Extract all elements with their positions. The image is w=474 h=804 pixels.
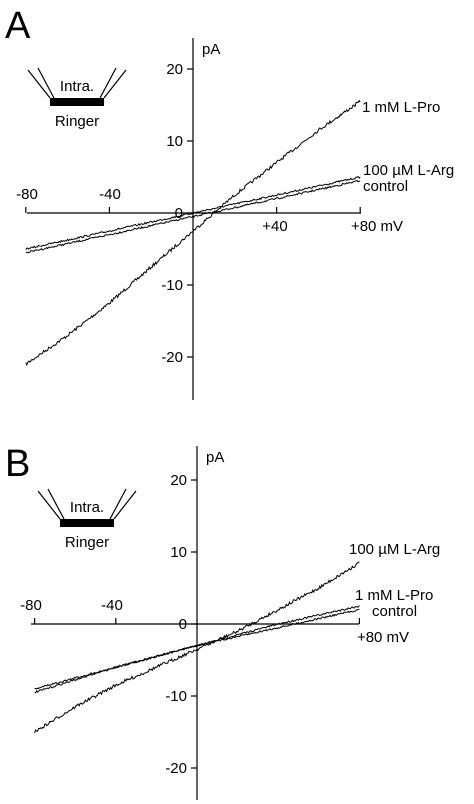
- trace-1-mm-l-pro: [25, 99, 361, 367]
- patch-inset: Intra. Ringer: [37, 488, 137, 551]
- x-tick-label: +80 mV: [357, 629, 409, 646]
- x-tick-label: -80: [20, 597, 42, 614]
- inset-intra-label: Intra.: [70, 499, 104, 516]
- x-tick-label: +40: [262, 218, 287, 235]
- panel-letter: B: [5, 443, 30, 485]
- trace-100-m-l-arg: [34, 561, 360, 734]
- y-tick-label: 0: [179, 616, 187, 633]
- y-tick-label: -20: [165, 760, 187, 777]
- patch-inset: Intra. Ringer: [27, 67, 127, 130]
- y-tick-label: 10: [166, 133, 183, 150]
- series-label: 100 µM L-Arg: [349, 541, 440, 558]
- inset-ringer-label: Ringer: [65, 534, 109, 551]
- y-tick-label: 0: [175, 205, 183, 222]
- y-tick-label: 10: [170, 544, 187, 561]
- series-label: control: [372, 603, 417, 620]
- x-tick-label: -80: [16, 186, 38, 203]
- panel-b: B -80 -40 +80 mV 20 10 0 -10 -20 pA Intra. Ringer 10…: [5, 443, 440, 800]
- trace-100-m-l-arg: [25, 175, 361, 250]
- y-tick-label: -20: [161, 349, 183, 366]
- x-tick-label: -40: [101, 597, 123, 614]
- series-label: 1 mM L-Pro: [362, 99, 440, 116]
- panel-a: A -80 -40 +40 +80 mV 20 10 0 -10 -20 pA Intra. Ringe…: [5, 5, 454, 400]
- series-label: control: [363, 178, 408, 195]
- inset-ringer-label: Ringer: [55, 113, 99, 130]
- series-label: 100 µM L-Arg: [363, 162, 454, 179]
- trace-control: [34, 608, 360, 690]
- x-tick-label: -40: [99, 186, 121, 203]
- y-tick-label: -10: [165, 688, 187, 705]
- y-tick-label: -10: [161, 277, 183, 294]
- y-tick-label: 20: [170, 472, 187, 489]
- y-unit-label: pA: [202, 41, 220, 58]
- y-unit-label: pA: [206, 449, 224, 466]
- y-tick-label: 20: [166, 61, 183, 78]
- x-tick-label: +80 mV: [351, 218, 403, 235]
- panel-letter: A: [5, 5, 31, 47]
- series-label: 1 mM L-Pro: [355, 587, 433, 604]
- inset-intra-label: Intra.: [60, 78, 94, 95]
- trace-control: [25, 179, 361, 254]
